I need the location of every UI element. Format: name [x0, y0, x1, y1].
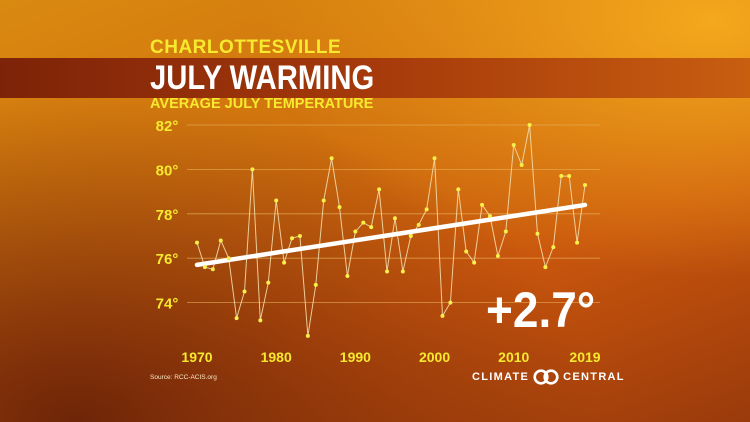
data-point	[416, 222, 421, 227]
trend-line	[194, 202, 588, 268]
data-point	[234, 316, 239, 321]
data-point	[321, 198, 326, 203]
x-tick-label: 1980	[261, 349, 292, 365]
data-point	[274, 198, 279, 203]
chart-subtitle: AVERAGE JULY TEMPERATURE	[150, 96, 374, 112]
data-point	[448, 300, 453, 305]
y-tick-label: 78°	[156, 207, 179, 224]
data-point	[408, 234, 413, 238]
data-point	[511, 142, 516, 147]
data-point	[424, 207, 429, 212]
location-label: CHARLOTTESVILLE	[150, 37, 342, 58]
data-point	[377, 187, 382, 192]
data-point	[305, 333, 310, 338]
data-point	[345, 273, 350, 278]
data-point	[266, 280, 271, 285]
y-tick-label: 80°	[156, 162, 179, 179]
data-point	[456, 187, 461, 192]
data-point	[297, 234, 302, 238]
temperature-change-label: +2.7°	[486, 282, 596, 338]
data-point	[313, 282, 318, 287]
data-point	[242, 289, 247, 294]
y-tick-label: 76°	[156, 251, 179, 268]
page-title: JULY WARMING	[150, 59, 375, 97]
x-tick-label: 1970	[181, 349, 212, 365]
data-point	[218, 238, 223, 243]
data-point	[361, 220, 366, 225]
data-point	[258, 318, 263, 323]
data-point	[195, 240, 199, 245]
rings-icon	[533, 369, 559, 385]
data-point	[487, 214, 492, 219]
data-point	[583, 182, 587, 187]
data-point	[250, 167, 255, 172]
y-tick-label: 82°	[156, 118, 179, 135]
data-point	[202, 265, 207, 270]
brand-word-right: CENTRAL	[563, 371, 625, 383]
temperature-series-line	[196, 124, 586, 336]
x-tick-label: 2019	[569, 349, 600, 365]
data-point	[290, 236, 295, 241]
data-point	[385, 269, 390, 274]
x-tick-label: 2000	[419, 349, 450, 365]
data-point	[575, 240, 580, 245]
x-tick-label: 1990	[340, 349, 371, 365]
data-point	[559, 174, 564, 179]
data-point	[226, 256, 231, 261]
data-point	[210, 267, 215, 272]
data-point	[464, 249, 469, 254]
title-band	[0, 58, 750, 98]
y-tick-label: 74°	[156, 296, 179, 313]
data-point	[527, 123, 532, 127]
data-point	[535, 231, 540, 236]
data-point	[392, 216, 397, 221]
data-point	[282, 260, 287, 265]
x-tick-label: 2010	[498, 349, 529, 365]
data-point	[337, 205, 342, 210]
data-point	[329, 156, 334, 161]
data-point	[551, 245, 556, 250]
data-point	[543, 265, 548, 270]
data-point	[353, 229, 358, 234]
data-point	[503, 229, 508, 234]
data-point	[440, 313, 445, 318]
data-point	[567, 174, 572, 179]
data-point	[369, 225, 374, 230]
climate-central-logo: CLIMATE CENTRAL	[472, 369, 625, 385]
data-point	[480, 202, 485, 207]
source-credit: Source: RCC-ACIS.org	[150, 374, 217, 381]
brand-word-left: CLIMATE	[472, 371, 530, 383]
data-point	[519, 162, 524, 167]
data-point	[472, 260, 477, 265]
data-point	[495, 253, 500, 258]
data-point	[400, 269, 405, 274]
data-point	[432, 156, 437, 161]
